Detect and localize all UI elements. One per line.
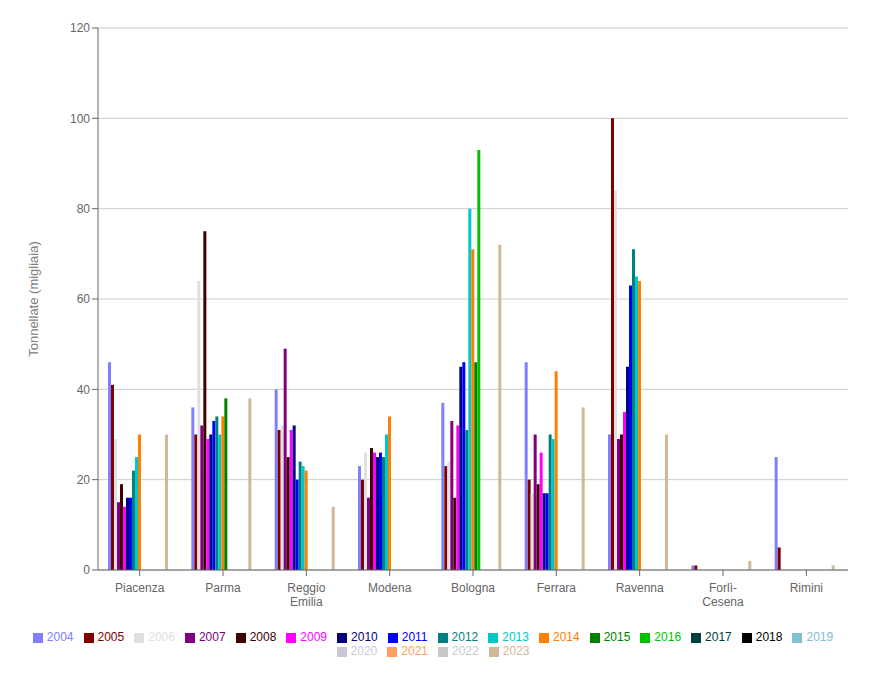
html-text:2022: 2022 [452, 644, 479, 658]
html-text:2005: 2005 [97, 630, 125, 644]
html-text:2007: 2007 [198, 630, 226, 644]
svg-text:40: 40 [77, 383, 91, 397]
svg-text:Tonnellate (migliaia): Tonnellate (migliaia) [26, 241, 41, 357]
svg-text:60: 60 [77, 292, 91, 306]
svg-text:Bologna: Bologna [451, 581, 495, 595]
html-text:2013: 2013 [502, 630, 529, 644]
svg-text:Ravenna: Ravenna [616, 581, 664, 595]
svg-text:Forlì-Cesena: Forlì-Cesena [702, 581, 744, 609]
html-text:2020: 2020 [350, 644, 378, 658]
svg-text:0: 0 [83, 563, 90, 577]
html-text:2006: 2006 [148, 630, 175, 644]
html-text:2012: 2012 [451, 630, 479, 644]
html-text:2016: 2016 [654, 630, 682, 644]
html-text:2004: 2004 [46, 630, 74, 644]
svg-text:Parma: Parma [205, 581, 241, 595]
svg-text:Piacenza: Piacenza [115, 581, 165, 595]
html-text:2008: 2008 [249, 630, 277, 644]
svg-text:ReggioEmilia: ReggioEmilia [287, 581, 325, 609]
html-text:2015: 2015 [603, 630, 631, 644]
html-text:2017: 2017 [705, 630, 732, 644]
html-text:2009: 2009 [300, 630, 327, 644]
html-text:2011: 2011 [401, 630, 428, 644]
html-text:2014: 2014 [553, 630, 580, 644]
html-text:2019: 2019 [806, 630, 834, 644]
svg-text:Rimini: Rimini [790, 581, 823, 595]
html-text:2018: 2018 [755, 630, 783, 644]
svg-text:80: 80 [77, 202, 91, 216]
svg-text:20: 20 [77, 473, 91, 487]
html-text:2023: 2023 [502, 644, 530, 658]
html-text:2010: 2010 [351, 630, 378, 644]
svg-text:Ferrara: Ferrara [537, 581, 577, 595]
svg-text:Modena: Modena [368, 581, 412, 595]
html-text:2021: 2021 [401, 644, 428, 658]
svg-text:100: 100 [70, 112, 90, 126]
svg-text:120: 120 [70, 21, 90, 35]
